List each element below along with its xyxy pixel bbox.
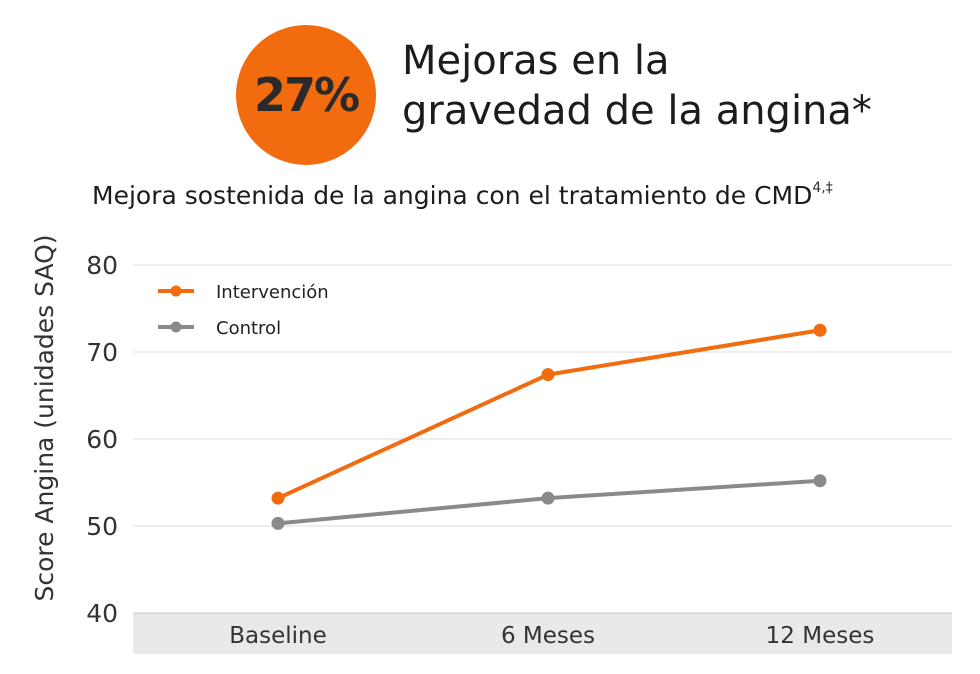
y-tick-label: 40 [86, 599, 118, 628]
x-tick-labels: Baseline 6 Meses 12 Meses [229, 623, 874, 649]
x-axis-band [133, 613, 952, 654]
data-point [271, 491, 285, 505]
legend: Intervención Control [158, 282, 329, 339]
data-point [541, 491, 555, 505]
headline-line-1: Mejoras en la [402, 38, 670, 84]
data-point [813, 474, 827, 488]
gridlines [133, 264, 952, 614]
x-tick-label: Baseline [229, 623, 327, 649]
y-tick-labels: 40 50 60 70 80 [86, 251, 118, 628]
chart-subtitle: Mejora sostenida de la angina con el tra… [92, 180, 833, 210]
y-tick-label: 60 [86, 425, 118, 454]
legend-swatch-marker [170, 321, 182, 333]
data-point [541, 368, 555, 382]
y-tick-label: 80 [86, 251, 118, 280]
legend-label: Intervención [216, 282, 329, 303]
percentage-badge: 27% [236, 25, 376, 165]
headline: Mejoras en la gravedad de la angina* [402, 36, 872, 136]
x-tick-label: 6 Meses [501, 623, 595, 649]
data-point [813, 323, 827, 337]
legend-label: Control [216, 318, 281, 339]
y-tick-label: 50 [86, 512, 118, 541]
data-point [271, 516, 285, 530]
chart-subtitle-footnote: 4,‡ [812, 180, 833, 196]
y-axis-label: Score Angina (unidades SAQ) [30, 234, 59, 601]
chart-subtitle-text: Mejora sostenida de la angina con el tra… [92, 181, 813, 210]
y-tick-label: 70 [86, 338, 118, 367]
series-line-intervention [277, 328, 821, 500]
headline-line-2: gravedad de la angina* [402, 88, 872, 134]
series-group [271, 323, 827, 530]
x-tick-label: 12 Meses [766, 623, 875, 649]
badge-value: 27% [253, 68, 360, 122]
legend-swatch-marker [170, 285, 182, 297]
